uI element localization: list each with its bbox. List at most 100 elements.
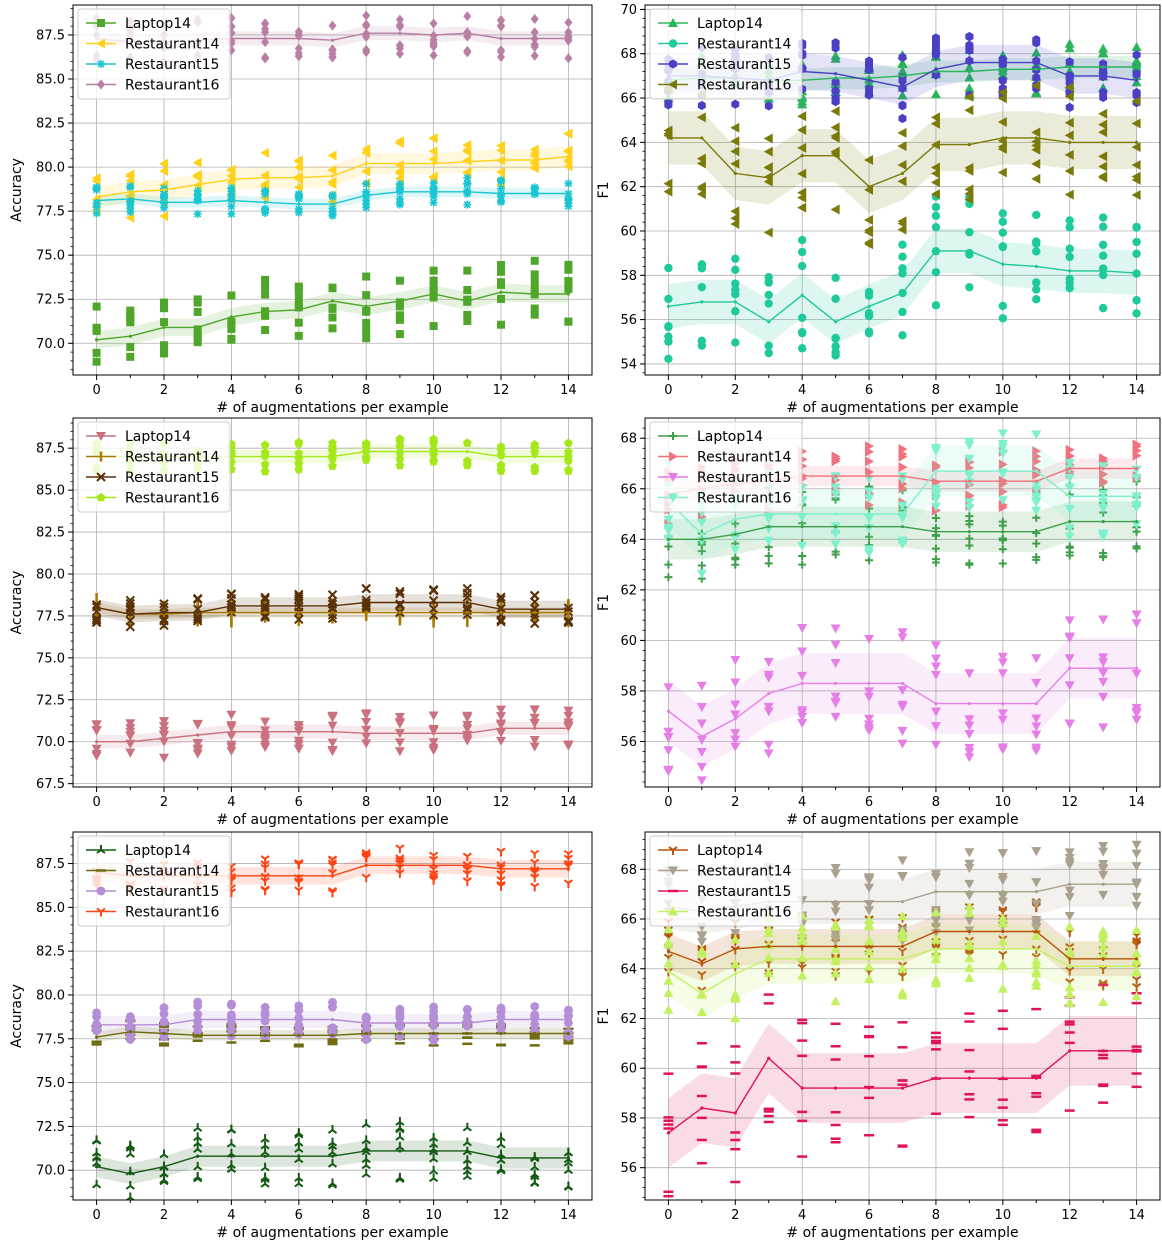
data-point: [395, 302, 404, 311]
mean-point: [94, 195, 99, 199]
data-point: [428, 154, 438, 165]
data-point: [696, 702, 707, 712]
data-point: [429, 266, 438, 275]
data-point: [664, 560, 673, 569]
data-point: [930, 922, 941, 932]
data-point: [997, 429, 1008, 439]
data-point: [261, 311, 270, 320]
data-point: [1132, 309, 1141, 318]
legend-label: Restaurant15: [697, 57, 791, 73]
data-point: [697, 561, 706, 570]
data-point: [930, 907, 941, 917]
data-point: [260, 743, 271, 753]
data-point: [564, 199, 573, 208]
series-Restaurant16: [663, 901, 1142, 1023]
mean-point: [1134, 1049, 1139, 1053]
data-point: [1064, 505, 1075, 515]
data-point: [930, 873, 941, 883]
data-point: [797, 513, 808, 523]
x-tick-label: 12: [1061, 795, 1078, 810]
mean-point: [398, 1149, 402, 1153]
mean-point: [297, 1033, 301, 1037]
data-point: [1064, 616, 1075, 626]
data-point: [327, 1158, 338, 1168]
mean-point: [800, 154, 804, 158]
legend-label: Restaurant14: [125, 37, 220, 53]
data-point: [564, 285, 573, 294]
data-point: [1098, 847, 1109, 857]
data-point: [830, 692, 841, 702]
data-point: [261, 27, 270, 38]
data-point: [1132, 222, 1141, 232]
data-point: [362, 20, 371, 31]
chart-panel-5: 0 2 4 6 8 10 12 14 70.0 72.5 75.0 77.5 80.0 82.5 85.0 8…: [9, 831, 593, 1241]
data-point: [1131, 501, 1142, 511]
data-point: [429, 1014, 439, 1024]
data-point: [564, 438, 573, 447]
data-point: [864, 914, 875, 924]
data-point: [226, 1025, 236, 1035]
data-point: [964, 715, 975, 725]
mean-point: [1001, 947, 1005, 951]
mean-point: [162, 325, 166, 330]
data-point: [864, 311, 874, 321]
data-point: [463, 200, 472, 209]
mean-point: [94, 1023, 99, 1027]
data-point: [496, 736, 507, 746]
data-point: [92, 209, 101, 218]
data-point: [865, 467, 875, 478]
data-point: [1064, 886, 1075, 896]
data-point: [260, 592, 270, 603]
legend: Laptop14 Restaurant14 Restaurant15 Restaura…: [77, 835, 231, 927]
data-point: [730, 655, 741, 665]
data-point: [696, 518, 707, 528]
data-point: [1131, 610, 1142, 620]
legend-label: Restaurant16: [697, 905, 792, 921]
mean-point: [297, 1154, 301, 1158]
data-point: [1032, 469, 1042, 480]
data-point: [293, 744, 304, 754]
data-point: [864, 919, 875, 929]
data-point: [865, 500, 875, 511]
data-point: [830, 956, 841, 966]
data-point: [964, 973, 975, 983]
data-point: [664, 573, 673, 582]
data-point: [730, 700, 741, 710]
data-point: [395, 198, 404, 207]
data-point: [897, 947, 908, 957]
data-point: [697, 263, 707, 272]
data-point: [730, 929, 741, 939]
x-tick-label: 14: [560, 1208, 577, 1223]
legend-label: Laptop14: [697, 429, 763, 445]
data-point: [930, 118, 940, 129]
mean-point: [800, 512, 804, 516]
data-point: [294, 331, 303, 340]
data-point: [530, 277, 539, 286]
data-point: [462, 1155, 472, 1164]
data-point: [1099, 469, 1109, 480]
data-point: [462, 146, 472, 157]
data-point: [1064, 189, 1074, 200]
mean-point: [1134, 65, 1139, 69]
data-point: [260, 1147, 270, 1157]
data-point: [897, 856, 908, 866]
data-point: [1031, 714, 1042, 724]
data-point: [91, 613, 102, 624]
y-tick-label: 75.0: [36, 249, 65, 264]
data-point: [529, 719, 540, 729]
legend-box: [77, 8, 231, 100]
data-point: [697, 100, 706, 111]
mean-point: [566, 292, 571, 296]
data-point: [998, 517, 1007, 526]
series-Laptop14: [91, 705, 574, 763]
data-point: [462, 603, 473, 613]
x-tick-label: 10: [425, 795, 442, 810]
data-point: [361, 710, 372, 720]
data-point: [1064, 130, 1074, 141]
mean-point: [900, 474, 905, 478]
y-tick-label: 85.0: [36, 901, 65, 916]
mean-point: [934, 701, 938, 706]
data-point: [429, 1173, 439, 1183]
data-point: [564, 265, 573, 274]
mean-point: [1068, 1049, 1072, 1053]
